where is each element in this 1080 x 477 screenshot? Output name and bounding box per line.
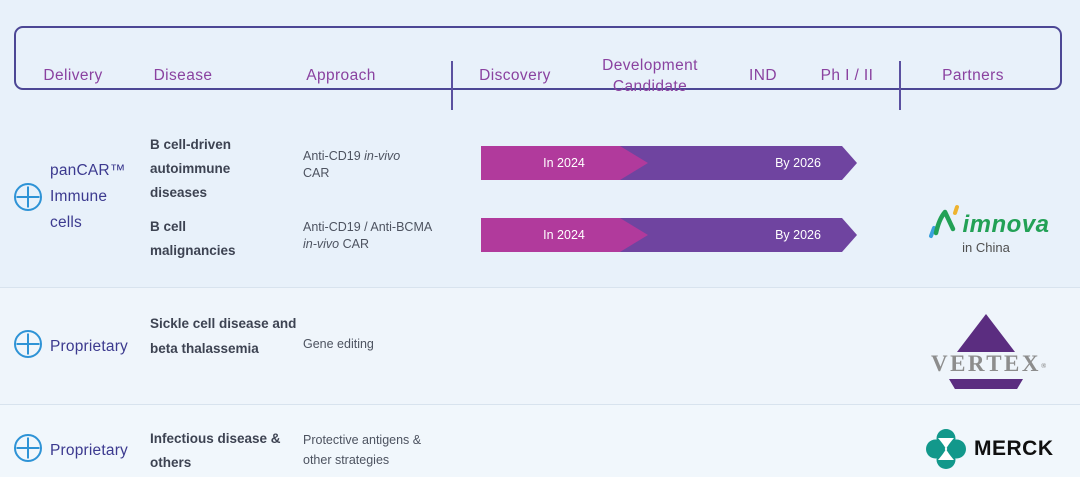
- section-merck-bg: [0, 404, 1080, 477]
- disease-infectious: Infectious disease & others: [150, 431, 281, 470]
- column-header-ph1-2: Ph I / II: [820, 67, 874, 84]
- timeline-arrow-autoimmune: In 2024 By 2026: [481, 146, 857, 180]
- delivery-pancar: panCAR™ Immune cells: [50, 162, 126, 231]
- header-divider-1: [451, 61, 453, 110]
- header-box: Delivery Disease Approach Discovery Deve…: [14, 26, 1062, 110]
- approach-autoimmune: Anti-CD19 in-vivo CAR: [303, 148, 415, 182]
- column-header-development-candidate: Development Candidate: [602, 57, 698, 95]
- milestone-label: In 2024: [543, 228, 585, 242]
- disease-sickle-cell: Sickle cell disease and beta thalassemia: [150, 316, 297, 356]
- disease-bcell-malignancies: B cell malignancies: [150, 219, 236, 258]
- approach-italic: in-vivo: [364, 149, 401, 163]
- approach-gene-editing: Gene editing: [303, 337, 374, 351]
- approach-italic: in-vivo: [303, 237, 340, 251]
- milestone-label: By 2026: [775, 228, 821, 242]
- approach-text: Anti-CD19: [303, 149, 365, 163]
- timeline-arrow-malignancies: In 2024 By 2026: [481, 218, 857, 252]
- delivery-proprietary: Proprietary: [50, 442, 129, 459]
- expand-plus-icon[interactable]: [13, 433, 43, 463]
- vertex-base-icon: [949, 379, 1023, 389]
- header-divider-2: [899, 61, 901, 110]
- merck-quatrefoil-icon: [926, 429, 966, 469]
- vertex-triangle-icon: [957, 314, 1015, 352]
- approach-protective-antigens: Protective antigens & other strategies: [303, 433, 422, 467]
- column-header-discovery: Discovery: [479, 67, 551, 84]
- timeline-arrow-shape: [481, 218, 857, 252]
- expand-plus-icon[interactable]: [13, 329, 43, 359]
- approach-text: CAR: [339, 237, 369, 251]
- column-header-partners: Partners: [942, 67, 1004, 84]
- column-header-approach: Approach: [306, 67, 376, 84]
- vertex-wordmark: VERTEX: [930, 351, 1042, 376]
- column-header-delivery: Delivery: [43, 67, 103, 84]
- partner-logo-vertex: VERTEX ®: [920, 314, 1052, 389]
- column-header-ind: IND: [749, 67, 777, 84]
- simnova-region-note: in China: [962, 240, 1010, 255]
- simnova-logo-icon: [929, 205, 960, 238]
- disease-autoimmune: B cell-driven autoimmune diseases: [150, 137, 232, 200]
- milestone-label: In 2024: [543, 156, 585, 170]
- approach-malignancies: Anti-CD19 / Anti-BCMA in-vivo CAR: [303, 219, 441, 253]
- delivery-proprietary: Proprietary: [50, 338, 129, 355]
- milestone-label: By 2026: [775, 156, 821, 170]
- partner-logo-simnova: imnova in China: [918, 203, 1054, 255]
- registered-mark: ®: [1041, 362, 1047, 370]
- simnova-wordmark: imnova: [962, 211, 1050, 238]
- merck-wordmark: MERCK: [974, 437, 1054, 460]
- approach-text: Anti-CD19 / Anti-BCMA: [303, 220, 432, 234]
- partner-logo-merck: MERCK: [926, 429, 1054, 469]
- column-header-disease: Disease: [153, 67, 213, 84]
- section-vertex-bg: [0, 287, 1080, 404]
- timeline-arrow-shape: [481, 146, 857, 180]
- expand-plus-icon[interactable]: [13, 182, 43, 212]
- approach-text: CAR: [303, 166, 330, 180]
